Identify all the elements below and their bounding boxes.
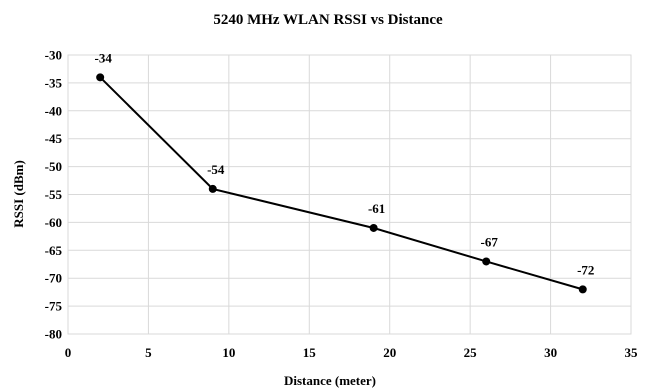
x-tick-label: 35 xyxy=(625,345,639,360)
x-tick-label: 20 xyxy=(383,345,396,360)
x-tick-labels: 0 5 10 15 20 25 30 35 xyxy=(65,345,638,360)
y-axis-title: RSSI (dBm) xyxy=(11,160,26,228)
data-point xyxy=(482,257,491,266)
y-tick-label: -30 xyxy=(45,48,62,63)
x-tick-label: 25 xyxy=(464,345,478,360)
y-tick-label: -40 xyxy=(45,103,62,118)
data-label: -54 xyxy=(207,162,225,177)
x-tick-label: 10 xyxy=(222,345,235,360)
y-tick-label: -65 xyxy=(45,243,63,258)
gridlines xyxy=(67,54,632,335)
y-tick-label: -45 xyxy=(45,131,63,146)
data-label: -61 xyxy=(368,201,385,216)
y-tick-label: -35 xyxy=(45,75,63,90)
y-tick-label: -55 xyxy=(45,187,63,202)
y-tick-label: -75 xyxy=(45,299,63,314)
y-tick-label: -80 xyxy=(45,327,62,342)
y-tick-label: -70 xyxy=(45,271,62,286)
x-tick-label: 30 xyxy=(544,345,557,360)
data-point xyxy=(369,223,378,232)
x-tick-label: 15 xyxy=(303,345,317,360)
data-label: -34 xyxy=(94,50,112,65)
x-tick-label: 5 xyxy=(145,345,152,360)
y-tick-label: -50 xyxy=(45,159,62,174)
data-label: -67 xyxy=(481,234,499,249)
x-tick-label: 0 xyxy=(65,345,72,360)
y-tick-label: -60 xyxy=(45,215,62,230)
series-line xyxy=(99,76,584,291)
data-label: -72 xyxy=(577,262,594,277)
x-axis-title: Distance (meter) xyxy=(284,373,376,388)
data-point xyxy=(208,184,217,193)
y-tick-labels: -30 -35 -40 -45 -50 -55 -60 -65 -70 -75 -80 xyxy=(45,48,63,342)
series-layer: -34 -54 -61 -67 -72 xyxy=(94,50,594,294)
data-point xyxy=(578,285,587,294)
data-point xyxy=(96,73,105,82)
plot-area-frame xyxy=(67,54,632,335)
chart-title: 5240 MHz WLAN RSSI vs Distance xyxy=(213,12,443,28)
